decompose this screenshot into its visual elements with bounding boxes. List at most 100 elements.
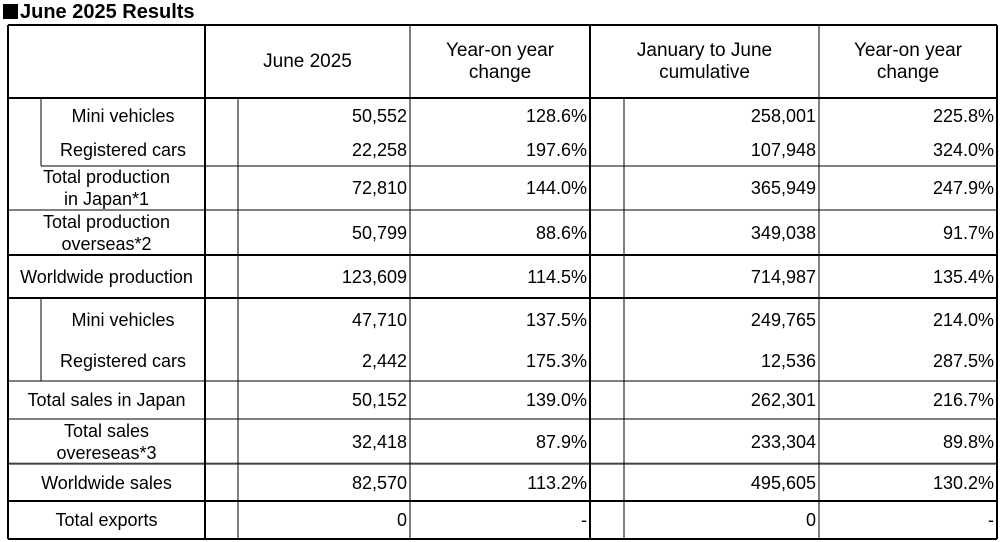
cell-june-units: 123,609 [238, 255, 410, 298]
cell-cumulative-units-text: 365,949 [750, 178, 816, 198]
cell-cumulative-units-text: 349,038 [750, 222, 816, 243]
cell-cumulative-units-text: 249,765 [750, 309, 816, 330]
header-june-2025-text: June 2025 [263, 50, 352, 72]
cell-june-units-text: 82,570 [351, 472, 407, 493]
row-label-line: Registered cars [59, 351, 187, 371]
cell-june-units-text: 50,799 [351, 222, 407, 243]
header-cumulative: January to June cumulative [590, 25, 819, 98]
cell-june-units: 47,710 [238, 298, 410, 341]
cell-cumulative-yoy-text: 135.4% [932, 266, 994, 287]
cell-june-units: 50,799 [238, 210, 410, 255]
row-label-text: Total sales in Japan [27, 389, 185, 411]
header-month-yoy-text: Year-on year change [446, 40, 554, 84]
row-label: Mini vehicles [41, 98, 205, 133]
cell-june-units: 50,552 [238, 98, 410, 133]
cell-june-yoy: 87.9% [410, 419, 590, 464]
row-label: Registered cars [41, 133, 205, 166]
cell-cumulative-units: 12,536 [624, 341, 819, 381]
row-label-line: Worldwide production [20, 266, 193, 287]
row-label: Total sales in Japan [8, 381, 205, 419]
header-cumulative-line: January to June [636, 39, 773, 61]
row-label-text: Worldwide sales [41, 472, 172, 494]
cell-cumulative-units-text: 258,001 [750, 105, 816, 126]
results-table: June 2025 Year-on year change January to Ju… [7, 24, 998, 540]
cell-cumulative-units: 258,001 [624, 98, 819, 133]
header-cumulative-line: cumulative [659, 61, 750, 83]
row-label-line: Total production [42, 211, 171, 232]
cell-june-yoy: 88.6% [410, 210, 590, 255]
cell-june-yoy: 137.5% [410, 298, 590, 341]
row-label-text: Registered cars [60, 350, 186, 372]
cell-june-yoy-text: 87.9% [535, 431, 587, 452]
row-label-line: overeseas*3 [56, 442, 157, 463]
cell-cumulative-yoy-text: 91.7% [942, 222, 994, 243]
cell-june-units-text: 2,442 [361, 351, 407, 371]
cell-cumulative-units-text: 107,948 [750, 139, 816, 160]
row-label-line: Total production [42, 167, 171, 187]
cell-june-units: 32,418 [238, 419, 410, 464]
cell-cumulative-yoy: 214.0% [819, 298, 997, 341]
cell-june-yoy: - [410, 501, 590, 539]
row-label-text: Total exports [55, 509, 157, 531]
row-label-line: Total sales in Japan [27, 390, 186, 410]
row-label-text: Mini vehicles [71, 309, 174, 331]
cell-june-yoy-text: - [581, 510, 587, 530]
header-cumulative-yoy: Year-on year change [819, 25, 997, 98]
cell-cumulative-yoy: 225.8% [819, 98, 997, 133]
cell-june-units: 0 [238, 501, 410, 539]
cell-cumulative-units-text: 0 [805, 510, 816, 530]
cell-cumulative-units: 249,765 [624, 298, 819, 341]
cell-june-yoy-text: 113.2% [527, 472, 587, 493]
cell-cumulative-yoy: 324.0% [819, 133, 997, 166]
cell-june-units-text: 22,258 [351, 139, 407, 160]
row-label-line: Total sales [63, 420, 150, 441]
cell-cumulative-yoy-text: 216.7% [932, 390, 994, 410]
cell-cumulative-yoy-text: 287.5% [932, 351, 994, 371]
row-label: Total sales overeseas*3 [8, 419, 205, 464]
cell-cumulative-yoy: 287.5% [819, 341, 997, 381]
row-label-text: Total production overseas*2 [43, 211, 170, 255]
cell-june-yoy-text: 114.5% [527, 266, 587, 287]
cell-june-units: 82,570 [238, 464, 410, 501]
header-cumulative-yoy-line: Year-on year [853, 39, 963, 61]
table-grid-lines [7, 24, 998, 540]
cell-june-units-text: 123,609 [341, 266, 407, 287]
row-label-line: Total exports [55, 510, 158, 530]
header-cumulative-yoy-text: Year-on year change [854, 40, 962, 84]
cell-cumulative-units-text: 714,987 [750, 266, 816, 287]
cell-june-units-text: 0 [396, 510, 407, 530]
row-label: Total production overseas*2 [8, 210, 205, 255]
cell-cumulative-yoy-text: 214.0% [932, 309, 994, 330]
row-label: Registered cars [41, 341, 205, 381]
cell-june-yoy: 144.0% [410, 166, 590, 210]
cell-cumulative-units-text: 12,536 [760, 351, 816, 371]
row-label-text: Worldwide production [20, 266, 193, 288]
cell-june-yoy: 128.6% [410, 98, 590, 133]
cell-june-yoy-text: 128.6% [525, 105, 587, 126]
row-label-line: Worldwide sales [41, 472, 172, 493]
cell-cumulative-units-text: 495,605 [750, 472, 816, 493]
cell-cumulative-units-text: 233,304 [750, 431, 816, 452]
cell-june-units-text: 50,552 [351, 105, 407, 126]
cell-june-yoy: 114.5% [410, 255, 590, 298]
cell-cumulative-yoy-text: 130.2% [932, 472, 994, 493]
cell-june-yoy-text: 139.0% [525, 390, 587, 410]
header-cumulative-text: January to June cumulative [637, 40, 772, 84]
cell-june-yoy-text: 88.6% [535, 222, 587, 243]
cell-june-units: 22,258 [238, 133, 410, 166]
row-label-line: Mini vehicles [71, 105, 175, 126]
cell-june-yoy: 175.3% [410, 341, 590, 381]
cell-june-units-text: 72,810 [351, 178, 407, 198]
row-label: Total production in Japan*1 [8, 166, 205, 210]
cell-cumulative-yoy: 216.7% [819, 381, 997, 419]
header-june-2025: June 2025 [205, 25, 410, 98]
cell-june-yoy: 113.2% [410, 464, 590, 501]
cell-cumulative-units: 365,949 [624, 166, 819, 210]
cell-cumulative-units: 349,038 [624, 210, 819, 255]
cell-cumulative-yoy: 89.8% [819, 419, 997, 464]
header-month-yoy-line: change [468, 61, 532, 83]
cell-cumulative-yoy: 247.9% [819, 166, 997, 210]
row-label-text: Total production in Japan*1 [43, 166, 170, 210]
cell-june-units: 50,152 [238, 381, 410, 419]
header-month-yoy-line: Year-on year [445, 39, 555, 61]
